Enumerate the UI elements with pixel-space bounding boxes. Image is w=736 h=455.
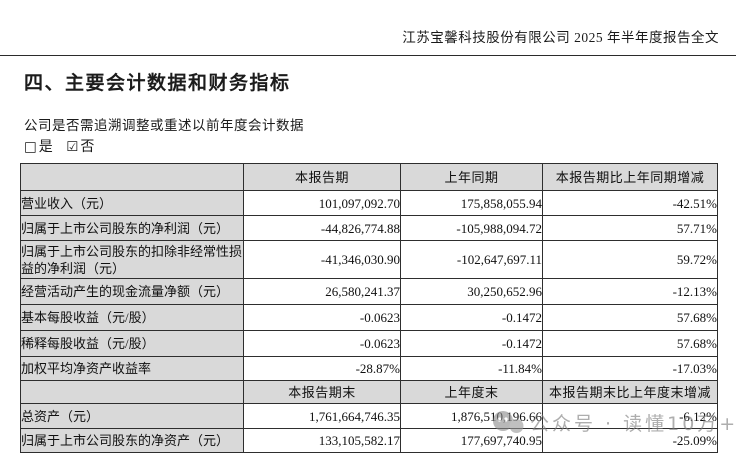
table-row: 基本每股收益（元/股） -0.0623 -0.1472 57.68%: [20, 304, 718, 331]
row-change-value: -17.03%: [542, 356, 718, 381]
row-label: 加权平均净资产收益率: [20, 356, 244, 381]
header-current-period-end: 本报告期末: [243, 380, 401, 404]
restatement-question: 公司是否需追溯调整或重述以前年度会计数据: [24, 118, 304, 133]
table-row: 稀释每股收益（元/股） -0.0623 -0.1472 57.68%: [20, 330, 718, 357]
row-change-value: 57.71%: [542, 215, 718, 241]
checkbox-unchecked-icon: □: [24, 139, 37, 155]
header-prior-period: 上年同期: [400, 163, 543, 191]
row-prior-value: 177,697,740.95: [400, 428, 543, 453]
row-current-value: 26,580,241.37: [243, 278, 401, 305]
row-label: 归属于上市公司股东的净资产（元）: [20, 428, 244, 453]
row-change-value: 59.72%: [542, 240, 718, 279]
table-header-row-period-end: 本报告期末 上年度末 本报告期末比上年度末增减: [20, 380, 718, 404]
header-divider: [0, 55, 736, 56]
header-blank-cell: [20, 163, 244, 191]
row-current-value: 101,097,092.70: [243, 190, 401, 216]
table-row: 营业收入（元） 101,097,092.70 175,858,055.94 -4…: [20, 190, 718, 216]
row-prior-value: 175,858,055.94: [400, 190, 543, 216]
section-title: 四、主要会计数据和财务指标: [24, 73, 291, 94]
row-prior-value: -0.1472: [400, 330, 543, 357]
key-financials-table: 本报告期 上年同期 本报告期比上年同期增减 营业收入（元） 101,097,09…: [20, 163, 718, 453]
row-current-value: -0.0623: [243, 304, 401, 331]
header-period-change: 本报告期比上年同期增减: [542, 163, 718, 191]
table-header-row-period: 本报告期 上年同期 本报告期比上年同期增减: [20, 163, 718, 191]
row-change-value: -25.09%: [542, 428, 718, 453]
header-period-end-change: 本报告期末比上年度末增减: [542, 380, 718, 404]
row-label: 基本每股收益（元/股）: [20, 304, 244, 331]
table-row: 加权平均净资产收益率 -28.87% -11.84% -17.03%: [20, 356, 718, 381]
row-prior-value: -105,988,094.72: [400, 215, 543, 241]
row-change-value: -6.12%: [542, 403, 718, 429]
row-label: 总资产（元）: [20, 403, 244, 429]
option-yes: □ 是: [24, 139, 53, 155]
row-prior-value: 30,250,652.96: [400, 278, 543, 305]
checkbox-checked-icon: ☑: [66, 139, 79, 155]
table-row: 归属于上市公司股东的扣除非经常性损益的净利润（元） -41,346,030.90…: [20, 240, 718, 279]
row-current-value: 1,761,664,746.35: [243, 403, 401, 429]
row-current-value: -44,826,774.88: [243, 215, 401, 241]
header-current-period: 本报告期: [243, 163, 401, 191]
row-change-value: -42.51%: [542, 190, 718, 216]
row-label: 营业收入（元）: [20, 190, 244, 216]
row-label: 稀释每股收益（元/股）: [20, 330, 244, 357]
row-label: 归属于上市公司股东的净利润（元）: [20, 215, 244, 241]
header-blank-cell: [20, 380, 244, 404]
row-change-value: 57.68%: [542, 304, 718, 331]
doc-header-title: 江苏宝馨科技股份有限公司 2025 年半年度报告全文: [402, 30, 719, 45]
option-no-label: 否: [80, 140, 95, 155]
row-change-value: -12.13%: [542, 278, 718, 305]
table-row: 归属于上市公司股东的净利润（元） -44,826,774.88 -105,988…: [20, 215, 718, 241]
option-no: ☑ 否: [66, 139, 95, 155]
option-yes-label: 是: [38, 140, 53, 155]
row-current-value: 133,105,582.17: [243, 428, 401, 453]
row-prior-value: -0.1472: [400, 304, 543, 331]
table-row: 归属于上市公司股东的净资产（元） 133,105,582.17 177,697,…: [20, 428, 718, 453]
row-current-value: -0.0623: [243, 330, 401, 357]
row-prior-value: 1,876,510,196.66: [400, 403, 543, 429]
row-change-value: 57.68%: [542, 330, 718, 357]
table-row: 经营活动产生的现金流量净额（元） 26,580,241.37 30,250,65…: [20, 278, 718, 305]
row-label: 归属于上市公司股东的扣除非经常性损益的净利润（元）: [20, 240, 244, 279]
header-prior-year-end: 上年度末: [400, 380, 543, 404]
restatement-options: □ 是 ☑ 否: [24, 136, 104, 156]
row-label: 经营活动产生的现金流量净额（元）: [20, 278, 244, 305]
row-prior-value: -11.84%: [400, 356, 543, 381]
row-prior-value: -102,647,697.11: [400, 240, 543, 279]
row-current-value: -28.87%: [243, 356, 401, 381]
table-row: 总资产（元） 1,761,664,746.35 1,876,510,196.66…: [20, 403, 718, 429]
row-current-value: -41,346,030.90: [243, 240, 401, 279]
